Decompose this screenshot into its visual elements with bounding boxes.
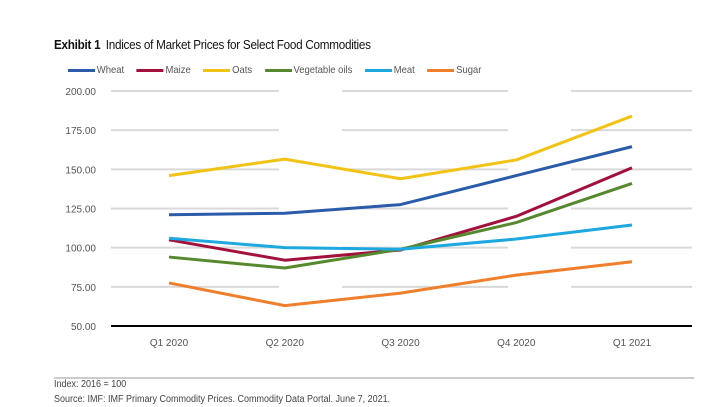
- series-line-meat: [168, 223, 633, 251]
- index-note: Index: 2016 = 100: [54, 379, 127, 390]
- legend-label: Vegetable oils: [293, 64, 353, 76]
- legend-item: Meat: [364, 64, 415, 76]
- series-line-sugar: [168, 260, 633, 308]
- series-line-oats: [168, 114, 633, 181]
- legend-item: Wheat: [68, 64, 124, 76]
- x-tick-label: Q1 2020: [150, 338, 189, 349]
- exhibit-label: Exhibit 1: [54, 37, 101, 52]
- y-tick-label: 100.00: [65, 244, 96, 255]
- legend-label: Maize: [165, 64, 191, 76]
- legend-swatch: [203, 68, 231, 72]
- y-tick-label: 50.00: [71, 322, 96, 333]
- legend-swatch: [427, 68, 455, 72]
- title-text: Indices of Market Prices for Select Food…: [105, 37, 371, 52]
- chart-title: Exhibit 1 Indices of Market Prices for Se…: [54, 37, 371, 52]
- legend-item: Sugar: [427, 64, 481, 76]
- legend-swatch: [68, 68, 95, 72]
- legend-item: Vegetable oils: [264, 64, 353, 76]
- legend-swatch: [364, 68, 392, 72]
- legend: Wheat Maize Oats Vegetable oils Meat Sugar: [68, 64, 494, 76]
- legend-swatch: [264, 68, 292, 72]
- y-tick-label: 150.00: [65, 165, 96, 176]
- series-line-wheat: [168, 145, 633, 217]
- x-tick-label: Q2 2020: [266, 338, 305, 349]
- y-tick-label: 125.00: [65, 205, 96, 216]
- source-note: Source: IMF: IMF Primary Commodity Price…: [54, 394, 391, 405]
- x-tick-label: Q1 2021: [613, 338, 652, 349]
- legend-swatch: [136, 68, 164, 72]
- legend-label: Meat: [393, 64, 415, 76]
- legend-label: Oats: [232, 64, 253, 76]
- x-tick-label: Q3 2020: [381, 338, 420, 349]
- legend-label: Sugar: [456, 64, 482, 76]
- y-tick-label: 200.00: [65, 87, 96, 98]
- legend-label: Wheat: [96, 64, 125, 76]
- footer-divider: [54, 377, 694, 379]
- legend-item: Oats: [203, 64, 252, 76]
- legend-item: Maize: [136, 64, 191, 76]
- x-tick-label: Q4 2020: [497, 338, 536, 349]
- y-tick-label: 175.00: [65, 126, 96, 137]
- y-tick-label: 75.00: [71, 283, 96, 294]
